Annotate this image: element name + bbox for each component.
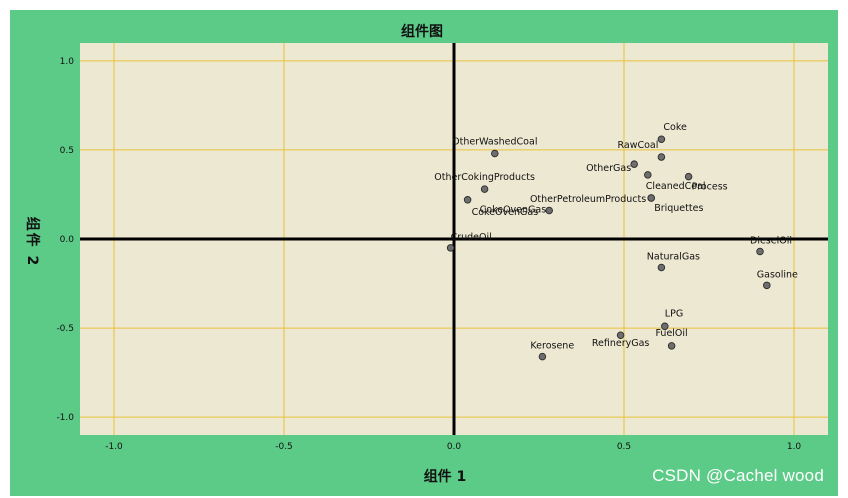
- point-label: OtherCokingProducts: [434, 172, 535, 183]
- point-label: Process: [692, 182, 728, 193]
- y-tick-label: 0.5: [60, 146, 74, 156]
- point-label: NaturalGas: [647, 252, 700, 263]
- y-tick-label: 1.0: [60, 57, 75, 67]
- point-label: Coke: [663, 122, 687, 133]
- y-tick-label: -1.0: [56, 413, 74, 423]
- point-label: Gasoline: [757, 269, 798, 280]
- x-tick-label: 0.5: [617, 442, 631, 452]
- y-tick-label: 0.0: [60, 235, 75, 245]
- data-point: [446, 244, 455, 252]
- chart-title: 组件图: [401, 23, 443, 40]
- data-points: Coke RawCoal OtherWashedCoal OtherGas Cleane…: [434, 122, 798, 361]
- data-point: [491, 149, 499, 158]
- watermark: CSDN @Cachel wood: [652, 466, 824, 485]
- y-tick-label: -0.5: [56, 324, 74, 334]
- data-point: [657, 263, 666, 272]
- point-label: RawCoal: [618, 140, 659, 151]
- data-point: [657, 153, 666, 161]
- point-label: OtherWashedCoal: [452, 136, 537, 147]
- point-label: CokeOvenGas: [472, 207, 539, 218]
- zero-axes: [80, 43, 828, 435]
- y-axis-label: 组件 2: [24, 217, 41, 268]
- data-point: [647, 194, 655, 202]
- x-tick-label: 0.0: [447, 442, 462, 452]
- x-tick-label: -1.0: [105, 442, 123, 452]
- point-label: Briquettes: [654, 203, 703, 214]
- point-label: OtherGas: [586, 163, 631, 174]
- point-label: CokeOvenGas: [480, 204, 547, 215]
- data-point: [463, 196, 472, 204]
- data-point: [538, 352, 547, 361]
- data-point: [661, 322, 669, 331]
- data-point: [616, 331, 625, 339]
- x-tick-label: 1.0: [787, 442, 802, 452]
- data-point: [667, 342, 676, 350]
- point-label: RefineryGas: [592, 338, 650, 349]
- data-point: [763, 281, 771, 290]
- point-label: OtherPetroleumProducts: [530, 194, 646, 205]
- x-tick-label: -0.5: [275, 442, 293, 452]
- point-label: CrudeOil: [451, 232, 492, 243]
- data-point: [756, 247, 764, 256]
- point-label: CleanedCoal: [646, 181, 706, 192]
- data-point: [480, 185, 489, 193]
- point-label: Kerosene: [530, 341, 574, 352]
- data-point: [644, 171, 652, 179]
- data-point: [545, 206, 553, 215]
- component-plot: 组件图 -1.0 -0.5 0.0 0.5 1.0 -1.0 -0.5 0.0 0.5 1.0 C…: [24, 23, 828, 485]
- data-point: [657, 135, 666, 143]
- x-axis-label: 组件 1: [424, 468, 467, 485]
- chart-frame: 组件图 -1.0 -0.5 0.0 0.5 1.0 -1.0 -0.5 0.0 0.5 1.0 C…: [10, 10, 838, 496]
- tick-labels: -1.0 -0.5 0.0 0.5 1.0 -1.0 -0.5 0.0 0.5 1.0: [56, 57, 801, 452]
- point-label: FuelOil: [655, 328, 687, 339]
- data-point: [630, 160, 638, 168]
- point-label: LPG: [665, 308, 683, 319]
- data-point: [684, 172, 693, 181]
- point-label: DieselOil: [750, 235, 792, 246]
